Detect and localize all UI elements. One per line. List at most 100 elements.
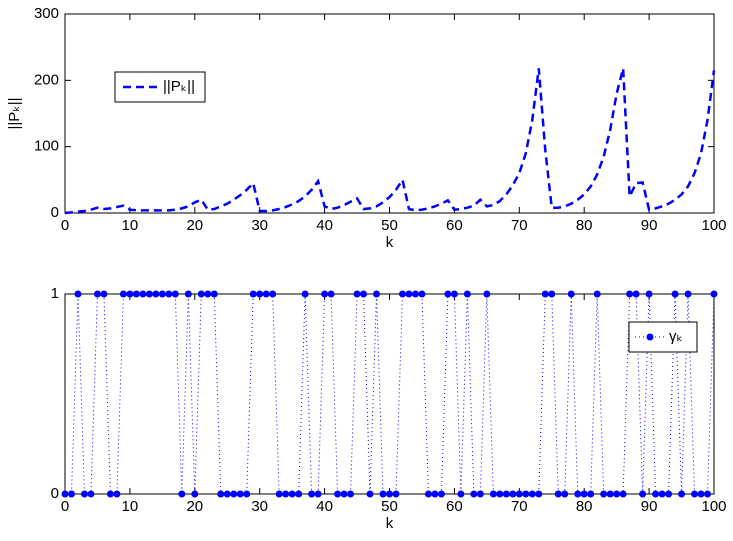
data-point: [249, 290, 257, 298]
x-tick-label: 30: [251, 498, 268, 515]
legend-label: ||Pₖ||: [163, 78, 195, 95]
data-point: [554, 490, 562, 498]
y-tick-label: 0: [51, 204, 59, 221]
data-point: [619, 490, 627, 498]
y-tick-label: 0: [51, 485, 59, 502]
data-point: [606, 490, 614, 498]
data-point: [587, 490, 595, 498]
data-point: [61, 490, 69, 498]
x-tick-label: 80: [576, 498, 593, 515]
data-point: [132, 290, 140, 298]
data-point: [327, 290, 335, 298]
legend: ||Pₖ||: [114, 71, 206, 103]
data-point: [704, 490, 712, 498]
data-point: [366, 490, 374, 498]
data-point: [522, 490, 530, 498]
y-tick-label: 300: [34, 5, 59, 22]
data-point: [678, 490, 686, 498]
x-tick-label: 40: [316, 217, 333, 234]
x-axis-label: k: [386, 234, 394, 251]
x-tick-label: 60: [446, 498, 463, 515]
data-point: [373, 290, 381, 298]
data-point: [561, 490, 569, 498]
data-point: [210, 290, 218, 298]
x-tick-label: 90: [641, 217, 658, 234]
x-tick-label: 100: [701, 217, 726, 234]
data-point: [600, 490, 608, 498]
data-point: [444, 290, 452, 298]
data-point: [437, 490, 445, 498]
data-point: [509, 490, 517, 498]
data-point: [424, 490, 432, 498]
data-point: [204, 290, 212, 298]
x-tick-label: 10: [122, 498, 139, 515]
data-point: [665, 490, 673, 498]
data-point: [671, 290, 679, 298]
data-point: [541, 290, 549, 298]
x-tick-label: 70: [511, 498, 528, 515]
data-point: [457, 490, 465, 498]
data-line: [64, 68, 716, 215]
data-point: [236, 490, 244, 498]
data-point: [197, 290, 205, 298]
data-point: [340, 490, 348, 498]
data-point: [93, 290, 101, 298]
data-point: [392, 490, 400, 498]
data-point: [269, 290, 277, 298]
data-point: [288, 490, 296, 498]
data-point: [334, 490, 342, 498]
y-tick-label: 100: [34, 138, 59, 155]
data-point: [230, 490, 238, 498]
x-tick-label: 0: [61, 217, 69, 234]
x-tick-label: 90: [641, 498, 658, 515]
axes-box: [64, 13, 715, 214]
x-tick-label: 30: [251, 217, 268, 234]
data-point: [353, 290, 361, 298]
data-point: [626, 290, 634, 298]
data-point: [632, 290, 640, 298]
data-point: [347, 490, 355, 498]
data-point: [418, 290, 426, 298]
data-point: [691, 490, 699, 498]
data-point: [684, 290, 692, 298]
x-tick-label: 80: [576, 217, 593, 234]
y-axis-label: ||Pₖ||: [6, 98, 23, 130]
data-point: [184, 290, 192, 298]
x-tick-label: 70: [511, 217, 528, 234]
data-point: [145, 290, 153, 298]
data-point: [100, 290, 108, 298]
data-point: [535, 490, 543, 498]
data-point: [639, 490, 647, 498]
data-point: [574, 490, 582, 498]
data-point: [405, 290, 413, 298]
data-point: [658, 490, 666, 498]
data-point: [106, 490, 114, 498]
data-point: [67, 490, 75, 498]
data-point: [119, 290, 127, 298]
data-point: [80, 490, 88, 498]
data-point: [613, 490, 621, 498]
data-point: [470, 490, 478, 498]
data-point: [165, 290, 173, 298]
data-point: [262, 290, 270, 298]
data-point: [217, 490, 225, 498]
data-point: [450, 290, 458, 298]
data-point: [275, 490, 283, 498]
data-point: [243, 490, 251, 498]
x-tick-label: 40: [316, 498, 333, 515]
legend: γₖ: [628, 321, 698, 353]
data-point: [74, 290, 82, 298]
x-tick-label: 50: [381, 498, 398, 515]
data-point: [431, 490, 439, 498]
data-point: [282, 490, 290, 498]
data-point: [126, 290, 134, 298]
data-point: [113, 490, 121, 498]
data-point: [489, 490, 497, 498]
data-point: [386, 490, 393, 498]
data-point: [308, 490, 316, 498]
data-point: [476, 490, 484, 498]
x-tick-label: 0: [61, 498, 69, 515]
data-point: [697, 490, 705, 498]
data-point: [223, 490, 231, 498]
